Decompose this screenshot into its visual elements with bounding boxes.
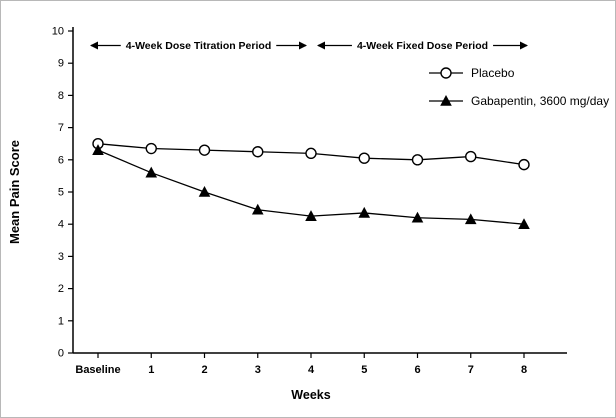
arrowhead-right-icon (520, 41, 528, 50)
x-tick-label: 5 (361, 364, 367, 376)
circle-marker-icon (358, 152, 370, 164)
x-axis-title: Weeks (291, 388, 330, 402)
x-axis-ticks: Baseline 1 2 3 4 5 6 7 8 (75, 353, 527, 376)
triangle-marker-icon (251, 203, 264, 215)
y-tick-label: 3 (58, 251, 64, 263)
x-tick-label: 4 (308, 364, 315, 376)
x-tick-label: 8 (521, 364, 527, 376)
circle-marker-icon (305, 147, 317, 160)
legend: Placebo Gabapentin, 3600 mg/day (429, 66, 609, 108)
triangle-marker-icon (440, 95, 452, 106)
series-placebo (92, 137, 530, 171)
y-tick-label: 8 (58, 90, 64, 102)
y-tick-label: 2 (58, 283, 64, 295)
arrowhead-left-icon (317, 41, 325, 50)
annotation-label: 4-Week Dose Titration Period (126, 40, 271, 52)
y-axis-ticks: 0 1 2 3 4 5 6 7 8 9 10 (52, 26, 73, 360)
arrowhead-left-icon (90, 41, 98, 50)
y-tick-label: 1 (58, 315, 64, 327)
legend-label: Gabapentin, 3600 mg/day (471, 94, 609, 108)
period-annotations: 4-Week Dose Titration Period 4-Week Fixed… (90, 40, 528, 52)
triangle-marker-icon (145, 166, 158, 178)
circle-marker-icon (252, 146, 264, 158)
triangle-marker-icon (518, 218, 530, 229)
triangle-marker-icon (305, 210, 317, 221)
x-tick-label: Baseline (75, 364, 120, 376)
circle-marker-icon (465, 150, 477, 163)
y-tick-label: 10 (52, 26, 64, 38)
y-tick-label: 0 (58, 348, 64, 360)
series-gabapentin (92, 144, 530, 229)
circle-marker-icon (440, 67, 452, 79)
triangle-marker-icon (198, 186, 211, 197)
x-tick-label: 7 (468, 364, 474, 376)
triangle-marker-icon (411, 211, 424, 223)
circle-marker-icon (411, 154, 424, 166)
x-tick-label: 3 (255, 364, 261, 376)
x-tick-label: 1 (148, 364, 154, 376)
annotation-label: 4-Week Fixed Dose Period (357, 40, 488, 52)
circle-marker-icon (145, 142, 157, 155)
arrowhead-right-icon (299, 41, 307, 50)
circle-marker-icon (198, 144, 211, 156)
axes (72, 27, 567, 354)
y-tick-label: 9 (58, 58, 64, 70)
x-tick-label: 2 (201, 364, 207, 376)
triangle-marker-icon (92, 144, 104, 155)
y-axis-title: Mean Pain Score (7, 140, 22, 244)
y-tick-label: 5 (58, 187, 64, 199)
y-tick-label: 6 (58, 154, 64, 166)
legend-label: Placebo (471, 66, 515, 80)
x-tick-label: 6 (414, 364, 420, 376)
circle-marker-icon (518, 158, 530, 171)
triangle-marker-icon (358, 206, 371, 218)
y-tick-label: 4 (58, 219, 64, 231)
y-tick-label: 7 (58, 122, 64, 134)
triangle-marker-icon (464, 213, 477, 225)
